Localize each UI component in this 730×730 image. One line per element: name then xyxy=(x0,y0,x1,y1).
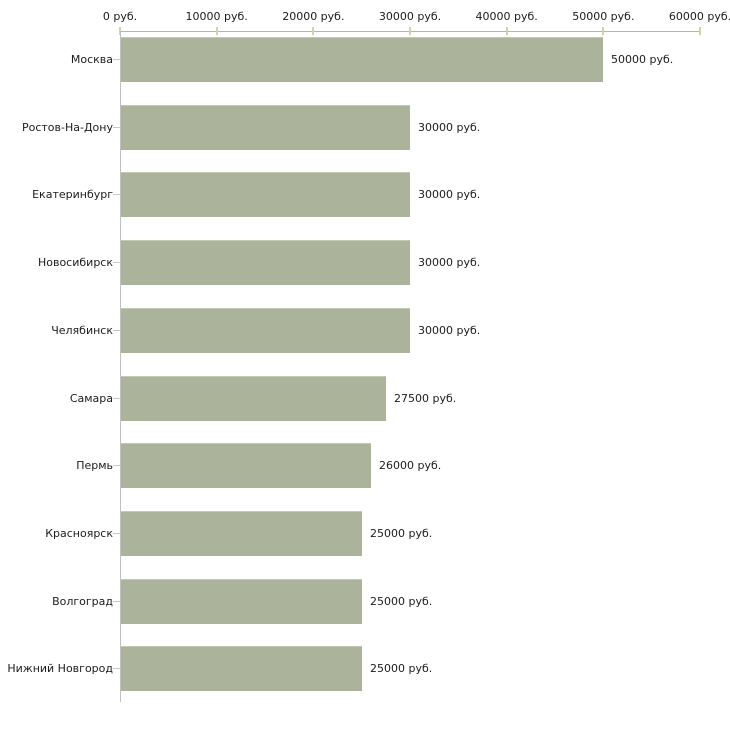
bar xyxy=(121,308,410,353)
category-tick xyxy=(113,127,120,128)
category-label: Нижний Новгород xyxy=(7,662,113,675)
value-label: 30000 руб. xyxy=(418,256,481,269)
category-tick xyxy=(113,330,120,331)
y-axis-line xyxy=(120,31,121,702)
bar xyxy=(121,443,371,488)
bar xyxy=(121,511,362,556)
category-tick xyxy=(113,59,120,60)
x-tick-mark xyxy=(505,27,508,35)
bar-row: Челябинск 30000 руб. xyxy=(0,308,730,353)
category-tick xyxy=(113,533,120,534)
bar-row: Самара 27500 руб. xyxy=(0,376,730,421)
value-label: 30000 руб. xyxy=(418,324,481,337)
x-tick-mark xyxy=(215,27,218,35)
value-label: 30000 руб. xyxy=(418,188,481,201)
bar-row: Екатеринбург 30000 руб. xyxy=(0,172,730,217)
bar xyxy=(121,105,410,150)
x-tick-label: 0 руб. xyxy=(102,10,138,23)
bar xyxy=(121,240,410,285)
value-label: 27500 руб. xyxy=(394,392,457,405)
x-tick-label: 40000 руб. xyxy=(475,10,538,23)
value-label: 50000 руб. xyxy=(611,53,674,66)
bar-row: Нижний Новгород 25000 руб. xyxy=(0,646,730,691)
x-tick-label: 20000 руб. xyxy=(282,10,345,23)
category-label: Волгоград xyxy=(52,595,113,608)
bar-row: Волгоград 25000 руб. xyxy=(0,579,730,624)
bar-row: Москва 50000 руб. xyxy=(0,37,730,82)
value-label: 26000 руб. xyxy=(379,459,442,472)
category-label: Самара xyxy=(69,392,113,405)
category-tick xyxy=(113,262,120,263)
bar xyxy=(121,376,386,421)
category-label: Москва xyxy=(70,53,113,66)
value-label: 25000 руб. xyxy=(370,595,433,608)
x-tick-mark xyxy=(602,27,605,35)
bar-row: Ростов-На-Дону 30000 руб. xyxy=(0,105,730,150)
value-label: 25000 руб. xyxy=(370,527,433,540)
value-label: 30000 руб. xyxy=(418,121,481,134)
bar-row: Пермь 26000 руб. xyxy=(0,443,730,488)
bar xyxy=(121,579,362,624)
category-label: Новосибирск xyxy=(37,256,113,269)
category-tick xyxy=(113,398,120,399)
category-label: Челябинск xyxy=(51,324,113,337)
category-label: Пермь xyxy=(76,459,113,472)
x-tick-mark xyxy=(409,27,411,35)
category-tick xyxy=(113,465,120,466)
x-tick-label: 10000 руб. xyxy=(185,10,248,23)
x-tick-label: 60000 руб. xyxy=(668,10,730,23)
category-label: Ростов-На-Дону xyxy=(21,121,113,134)
category-tick xyxy=(113,194,120,195)
x-tick-label: 30000 руб. xyxy=(378,10,442,23)
x-tick-mark xyxy=(312,27,315,35)
category-label: Екатеринбург xyxy=(32,188,113,201)
x-tick-label: 50000 руб. xyxy=(572,10,635,23)
bar xyxy=(121,646,362,691)
bar xyxy=(121,37,603,82)
bar-row: Красноярск 25000 руб. xyxy=(0,511,730,556)
bar-row: Новосибирск 30000 руб. xyxy=(0,240,730,285)
x-tick-mark xyxy=(699,27,701,35)
category-tick xyxy=(113,668,120,669)
value-label: 25000 руб. xyxy=(370,662,433,675)
category-label: Красноярск xyxy=(45,527,113,540)
bar xyxy=(121,172,410,217)
category-tick xyxy=(113,601,120,602)
